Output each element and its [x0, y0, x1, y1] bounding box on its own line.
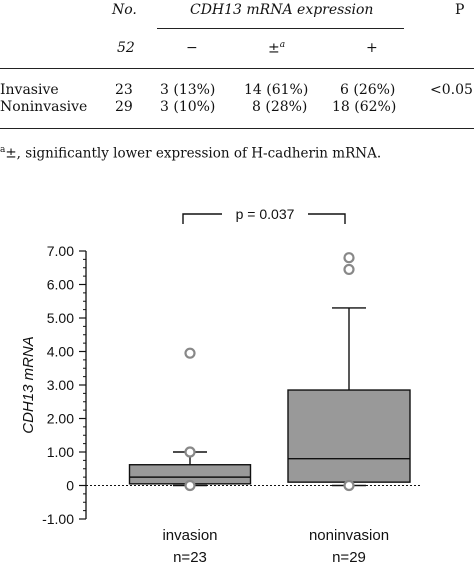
table-footnote: a±, significantly lower expression of H-…: [0, 145, 381, 162]
x-tick-label: noninvasion: [309, 527, 389, 544]
subheader-plus: +: [366, 40, 378, 56]
row-label: Noninvasive: [0, 99, 88, 115]
row-no: 23: [115, 82, 133, 98]
y-tick-label: 4.00: [47, 344, 74, 360]
row-plus: 18 (62%): [332, 99, 397, 115]
y-tick-label: 7.00: [47, 243, 74, 259]
subheader-minus: −: [186, 40, 198, 56]
y-tick-label: 0: [66, 478, 74, 494]
outlier-point: [343, 479, 355, 492]
table-rule: [0, 68, 474, 69]
y-axis: 7.00 6.00 5.00 4.00 3.00 2.00 1.00 0 -1.00: [42, 243, 87, 527]
y-tick-label: -1.00: [42, 511, 74, 527]
y-tick-label: 2.00: [47, 411, 74, 427]
row-label: Invasive: [0, 82, 59, 98]
box-plot: 7.00 6.00 5.00 4.00 3.00 2.00 1.00 0 -1.00 invas…: [20, 204, 420, 565]
subheader-total: 52: [117, 40, 135, 56]
footnote-text: ±, significantly lower expression of H-c…: [5, 145, 382, 162]
outlier-point: [184, 479, 196, 492]
header-p: P: [455, 2, 465, 18]
results-table: No. CDH13 mRNA expression P 52 − ±a + In…: [0, 0, 474, 180]
row-plus: 6 (26%): [340, 82, 396, 98]
outlier-point: [184, 446, 196, 458]
table-bottom-rule: [0, 128, 474, 129]
y-axis-label: CDH13 mRNA: [20, 336, 37, 434]
header-expression: CDH13 mRNA expression: [190, 2, 374, 18]
subheader-pm: ±a: [268, 40, 286, 57]
row-minus: 3 (13%): [160, 82, 216, 98]
header-underline: [157, 28, 404, 29]
outlier-point: [184, 347, 196, 359]
box-group-noninvasion: noninvasion n=29: [287, 252, 411, 565]
group-n-label: n=23: [173, 549, 207, 565]
y-tick-label: 5.00: [47, 310, 74, 326]
header-no: No.: [112, 2, 137, 18]
group-n-label: n=29: [332, 549, 366, 565]
iqr-box: [287, 389, 411, 483]
row-pm: 14 (61%): [244, 82, 309, 98]
y-tick-label: 3.00: [47, 377, 74, 393]
plot-area: invasion n=23 noninvasion n=29 p = 0.037: [86, 204, 420, 565]
significance-label-bg: [222, 204, 308, 224]
x-tick-label: invasion: [162, 527, 217, 544]
significance-label: p = 0.037: [236, 206, 295, 222]
row-pm: 8 (28%): [252, 99, 308, 115]
row-minus: 3 (10%): [160, 99, 216, 115]
footnote-mark: a: [0, 145, 6, 155]
outlier-point: [343, 263, 355, 276]
row-no: 29: [115, 99, 133, 115]
outlier-point: [343, 252, 355, 264]
y-tick-label: 6.00: [47, 277, 74, 293]
row-p: <0.05: [430, 82, 473, 98]
box-group-invasion: invasion n=23: [128, 347, 252, 565]
y-tick-label: 1.00: [47, 444, 74, 460]
